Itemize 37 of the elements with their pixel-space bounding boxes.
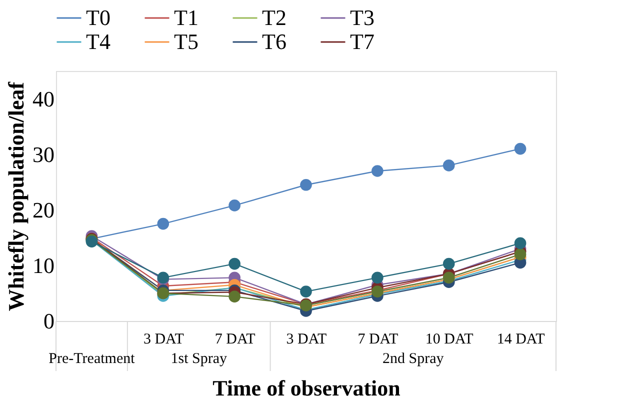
x-tick-label: 7 DAT: [214, 332, 256, 348]
x-tick-label: 7 DAT: [358, 332, 398, 348]
point: [157, 218, 170, 230]
point: [300, 286, 312, 298]
y-tick-label: 40: [32, 86, 54, 112]
point: [300, 178, 312, 191]
text: Pre-Treatment: [48, 351, 136, 367]
legend-label: T5: [174, 29, 198, 54]
point: [514, 248, 526, 260]
legend-label: T1: [174, 5, 198, 30]
point: [228, 290, 240, 302]
point: [372, 272, 384, 284]
point: [514, 142, 526, 155]
x-tick-label: 3 DAT: [286, 332, 327, 348]
x-tick-label: 3 DAT: [143, 332, 184, 348]
y-tick-label: 10: [32, 252, 54, 278]
legend-label: T2: [262, 5, 286, 30]
legend-label: T3: [350, 5, 374, 30]
point: [442, 258, 455, 270]
x-tick-label: 10 DAT: [425, 332, 474, 348]
y-tick-label: 30: [32, 142, 54, 167]
y-tick-label: 20: [32, 197, 54, 222]
legend-label: T0: [86, 5, 110, 30]
point: [372, 165, 384, 177]
legend-label: T7: [350, 29, 374, 54]
y-tick-label: 0: [44, 308, 54, 334]
point: [514, 237, 526, 250]
x-axis-title: Time of observation: [212, 376, 400, 400]
y-axis-title: Whitefly population/leaf: [4, 81, 28, 312]
legend-label: T6: [262, 29, 286, 54]
point: [228, 258, 240, 270]
point: [442, 160, 455, 172]
text: 2nd Spray: [382, 351, 444, 367]
x-tick-label: 14 DAT: [496, 332, 545, 348]
legend-label: T4: [86, 29, 110, 54]
text: 1st Spray: [170, 351, 228, 367]
point: [228, 200, 240, 212]
